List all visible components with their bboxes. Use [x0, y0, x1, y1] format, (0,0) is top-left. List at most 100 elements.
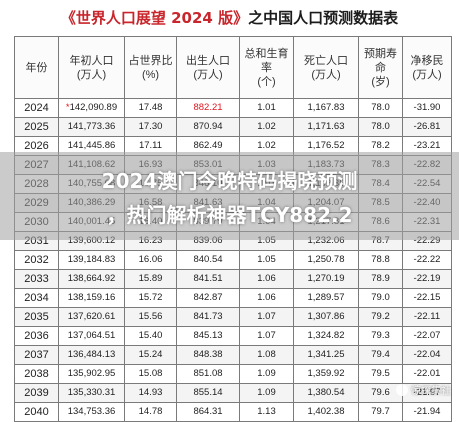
cell-pop: 141,773.36 [58, 117, 125, 137]
cell-value: 142,090.89 [69, 102, 118, 113]
cell-mark: * [65, 102, 70, 113]
cell-pop: 138,159.16 [58, 288, 125, 308]
cell-migr: -22.15 [402, 288, 452, 308]
cell-deaths: 1,289.57 [293, 288, 359, 308]
cell-year: 2024 [14, 98, 59, 118]
cell-migr: -22.11 [402, 307, 452, 327]
cell-year: 2033 [14, 269, 59, 289]
cell-tfr: 1.07 [239, 326, 294, 346]
cell-tfr: 1.06 [239, 269, 294, 289]
cell-life: 79.3 [358, 326, 403, 346]
cell-migr: -22.04 [402, 345, 452, 365]
cell-births: 870.94 [176, 117, 240, 137]
cell-share: 16.06 [124, 250, 177, 270]
cell-deaths: 1,167.83 [293, 98, 359, 118]
cell-pop: *142,090.89 [58, 98, 125, 118]
cell-migr: -22.01 [402, 364, 452, 384]
cell-life: 79.0 [358, 288, 403, 308]
column-header: 死亡人口 (万人) [293, 36, 359, 99]
cell-migr: -21.94 [402, 402, 452, 422]
cell-deaths: 1,402.38 [293, 402, 359, 422]
cell-pop: 138,664.92 [58, 269, 125, 289]
title-book-name: 《世界人口展望 2024 版》 [60, 9, 249, 27]
cell-migr: -22.22 [402, 250, 452, 270]
promo-overlay-band [0, 152, 459, 240]
cell-migr: -31.90 [402, 98, 452, 118]
cell-share: 15.24 [124, 345, 177, 365]
cell-tfr: 1.08 [239, 345, 294, 365]
column-header: 出生人口 (万人) [176, 36, 240, 99]
cell-share: 17.48 [124, 98, 177, 118]
promo-overlay-line-2: ，热门解析神器TCY882.2 [106, 203, 353, 227]
cell-tfr: 1.09 [239, 364, 294, 384]
cell-share: 14.78 [124, 402, 177, 422]
cell-year: 2037 [14, 345, 59, 365]
cell-tfr: 1.09 [239, 383, 294, 403]
column-header: 预期寿命 (岁) [358, 36, 403, 99]
cell-migr: -22.07 [402, 326, 452, 346]
cell-deaths: 1,380.54 [293, 383, 359, 403]
watermark-text: 惊探集社 [411, 386, 451, 397]
table-row: 2037 136,484.13 15.24 848.38 1.08 1,341.25 79.… [14, 345, 452, 365]
cell-year: 2040 [14, 402, 59, 422]
cell-births: 845.13 [176, 326, 240, 346]
cell-pop: 137,620.61 [58, 307, 125, 327]
cell-tfr: 1.13 [239, 402, 294, 422]
cell-tfr: 1.06 [239, 288, 294, 308]
cell-life: 78.8 [358, 250, 403, 270]
cell-deaths: 1,341.25 [293, 345, 359, 365]
cell-migr: -26.81 [402, 117, 452, 137]
table-body: 2024 *142,090.89 17.48 882.21 1.01 1,167.83 78… [14, 98, 452, 422]
cell-tfr: 1.01 [239, 98, 294, 118]
cell-year: 2025 [14, 117, 59, 137]
cell-pop: 134,753.36 [58, 402, 125, 422]
cell-life: 78.9 [358, 269, 403, 289]
cell-life: 78.0 [358, 117, 403, 137]
watermark-logo-icon [396, 383, 408, 396]
column-header: 年初人口 (万人) [58, 36, 125, 99]
table-row: 2034 138,159.16 15.72 842.87 1.06 1,289.57 79.… [14, 288, 452, 308]
cell-births: 842.87 [176, 288, 240, 308]
cell-year: 2034 [14, 288, 59, 308]
cell-births: 864.31 [176, 402, 240, 422]
cell-deaths: 1,250.78 [293, 250, 359, 270]
header-row: 年份 年初人口 (万人) 占世界比 (%) 出生人口 (万人) 总和生育率 (个) 死亡人口 (万人… [14, 36, 452, 99]
cell-share: 15.40 [124, 326, 177, 346]
cell-births: 848.38 [176, 345, 240, 365]
cell-pop: 137,064.51 [58, 326, 125, 346]
cell-life: 79.2 [358, 307, 403, 327]
cell-share: 15.56 [124, 307, 177, 327]
table-row: 2039 135,330.31 14.93 855.14 1.09 1,380.54 79.… [14, 383, 452, 403]
cell-pop: 136,484.13 [58, 345, 125, 365]
watermark: 惊探集社 [396, 382, 451, 397]
cell-pop: 139,184.83 [58, 250, 125, 270]
cell-deaths: 1,171.63 [293, 117, 359, 137]
cell-births: 855.14 [176, 383, 240, 403]
cell-migr: -22.19 [402, 269, 452, 289]
cell-tfr: 1.02 [239, 117, 294, 137]
promo-overlay-line-1: 2024澳门今晚特码揭晓预测 [101, 169, 358, 193]
table-row: 2032 139,184.83 16.06 840.54 1.05 1,250.78 78.… [14, 250, 452, 270]
title-suffix: 之中国人口预测数据表 [248, 9, 399, 27]
cell-year: 2036 [14, 326, 59, 346]
cell-births: 851.08 [176, 364, 240, 384]
cell-migr: -21.97 [402, 383, 452, 403]
cell-share: 17.30 [124, 117, 177, 137]
cell-life: 79.5 [358, 364, 403, 384]
table-row: 2038 135,902.95 15.08 851.08 1.09 1,359.92 79.… [14, 364, 452, 384]
table-row: 2026 141,445.86 17.11 862.49 1.02 1,176.52 78.… [14, 136, 452, 156]
cell-deaths: 1,359.92 [293, 364, 359, 384]
cell-life: 78.0 [358, 98, 403, 118]
cell-share: 15.08 [124, 364, 177, 384]
column-header: 年份 [14, 36, 59, 99]
cell-deaths: 1,270.19 [293, 269, 359, 289]
cell-year: 2038 [14, 364, 59, 384]
cell-year: 2032 [14, 250, 59, 270]
table-row: 2040 134,753.36 14.78 864.31 1.13 1,402.38 79.… [14, 402, 452, 422]
table-row: 2036 137,064.51 15.40 845.13 1.07 1,324.82 79.… [14, 326, 452, 346]
table-row: 2024 *142,090.89 17.48 882.21 1.01 1,167.83 78… [14, 98, 452, 118]
table-title: 《世界人口展望 2024 版》之中国人口预测数据表 [0, 4, 459, 32]
cell-year: 2035 [14, 307, 59, 327]
table-row: 2025 141,773.36 17.30 870.94 1.02 1,171.63 78.… [14, 117, 452, 137]
column-header: 净移民 (万人) [402, 36, 452, 99]
